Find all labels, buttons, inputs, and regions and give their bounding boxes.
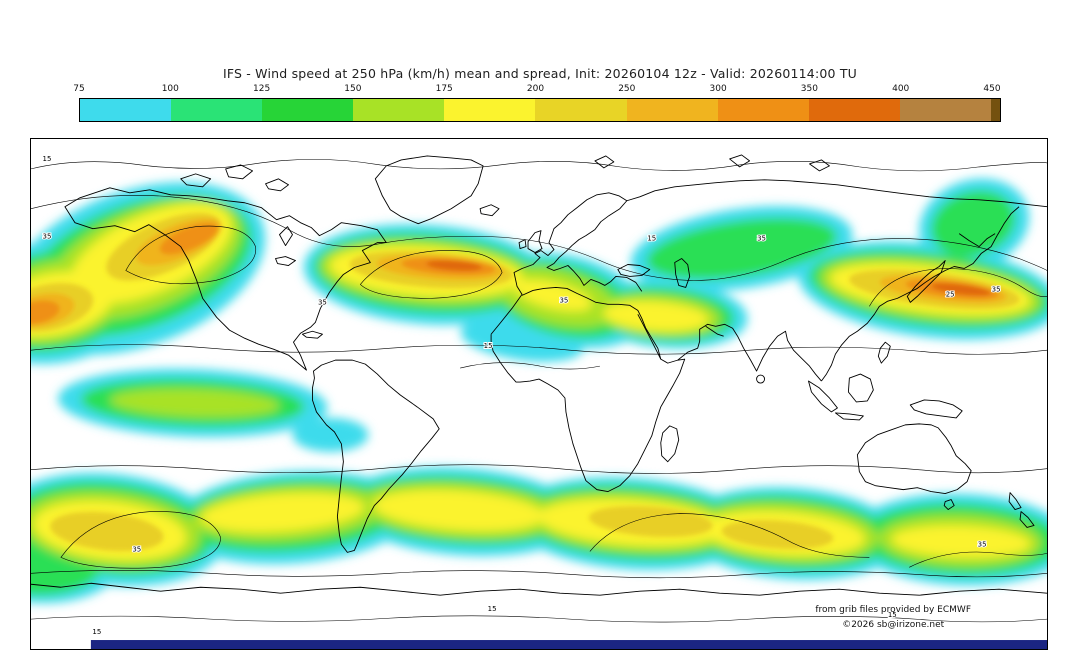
colorbar-segment xyxy=(808,99,900,121)
fill-deep-orange xyxy=(426,260,991,296)
colorbar-segment xyxy=(353,99,445,121)
colorbar-tick: 150 xyxy=(344,84,362,94)
wind-map: 15 35 35 15 35 15 35 25 35 35 35 15 15 15 xyxy=(31,154,1047,649)
colorbar-tick: 200 xyxy=(526,84,545,94)
contour-label: 35 xyxy=(43,233,52,241)
contour-label: 35 xyxy=(978,540,987,548)
contour-labels-layer: 15 35 35 15 35 15 35 25 35 35 35 15 15 15 xyxy=(42,154,1002,637)
contour-label: 25 xyxy=(946,290,955,298)
colorbar-segment xyxy=(717,99,809,121)
contour-label: 15 xyxy=(484,342,493,350)
attribution: from grib files provided by ECMWF ©2026 … xyxy=(815,603,971,633)
colorbar-tick: 75 xyxy=(73,84,85,94)
colorbar-tick: 125 xyxy=(253,84,271,94)
contour-label: 35 xyxy=(132,545,141,553)
contour-label: 15 xyxy=(92,628,101,636)
attribution-line1: from grib files provided by ECMWF xyxy=(815,605,971,615)
wind-speed-fill-layer xyxy=(31,178,1047,604)
colorbar-segment xyxy=(444,99,536,121)
contour-label: 35 xyxy=(318,298,327,306)
colorbar-segment xyxy=(899,99,991,121)
colorbar-tick: 300 xyxy=(709,84,727,94)
colorbar-ticks: 75 100 125 150 175 200 250 300 350 400 450 xyxy=(73,84,1000,96)
colorbar-tick: 400 xyxy=(892,84,910,94)
bottom-bar xyxy=(90,640,1047,649)
colorbar-bar xyxy=(79,98,1001,122)
contour-label: 15 xyxy=(43,155,52,163)
colorbar-tick: 450 xyxy=(983,84,1001,94)
contour-label: 15 xyxy=(647,235,656,243)
coastlines xyxy=(31,154,1047,596)
colorbar-segment xyxy=(80,99,172,121)
map-frame: 15 35 35 15 35 15 35 25 35 35 35 15 15 15 from grib f… xyxy=(30,138,1048,650)
colorbar-segment xyxy=(171,99,263,121)
map-title: IFS - Wind speed at 250 hPa (km/h) mean … xyxy=(222,66,858,81)
colorbar: 75 100 125 150 175 200 250 300 350 400 450 xyxy=(73,84,1001,122)
contour-label: 15 xyxy=(488,605,497,613)
colorbar-tick: 350 xyxy=(800,84,818,94)
colorbar-segment xyxy=(535,99,627,121)
colorbar-segment xyxy=(262,99,354,121)
contour-label: 35 xyxy=(560,296,569,304)
colorbar-tick: 100 xyxy=(161,84,179,94)
colorbar-tick: 175 xyxy=(435,84,453,94)
colorbar-segment xyxy=(990,99,1000,121)
contour-label: 15 xyxy=(888,611,897,619)
attribution-line2: ©2026 sb@irizone.net xyxy=(842,620,945,630)
contour-label: 35 xyxy=(992,285,1001,293)
colorbar-tick: 250 xyxy=(618,84,636,94)
contour-label: 35 xyxy=(757,235,766,243)
spread-contours xyxy=(31,159,1047,623)
colorbar-segment xyxy=(626,99,718,121)
